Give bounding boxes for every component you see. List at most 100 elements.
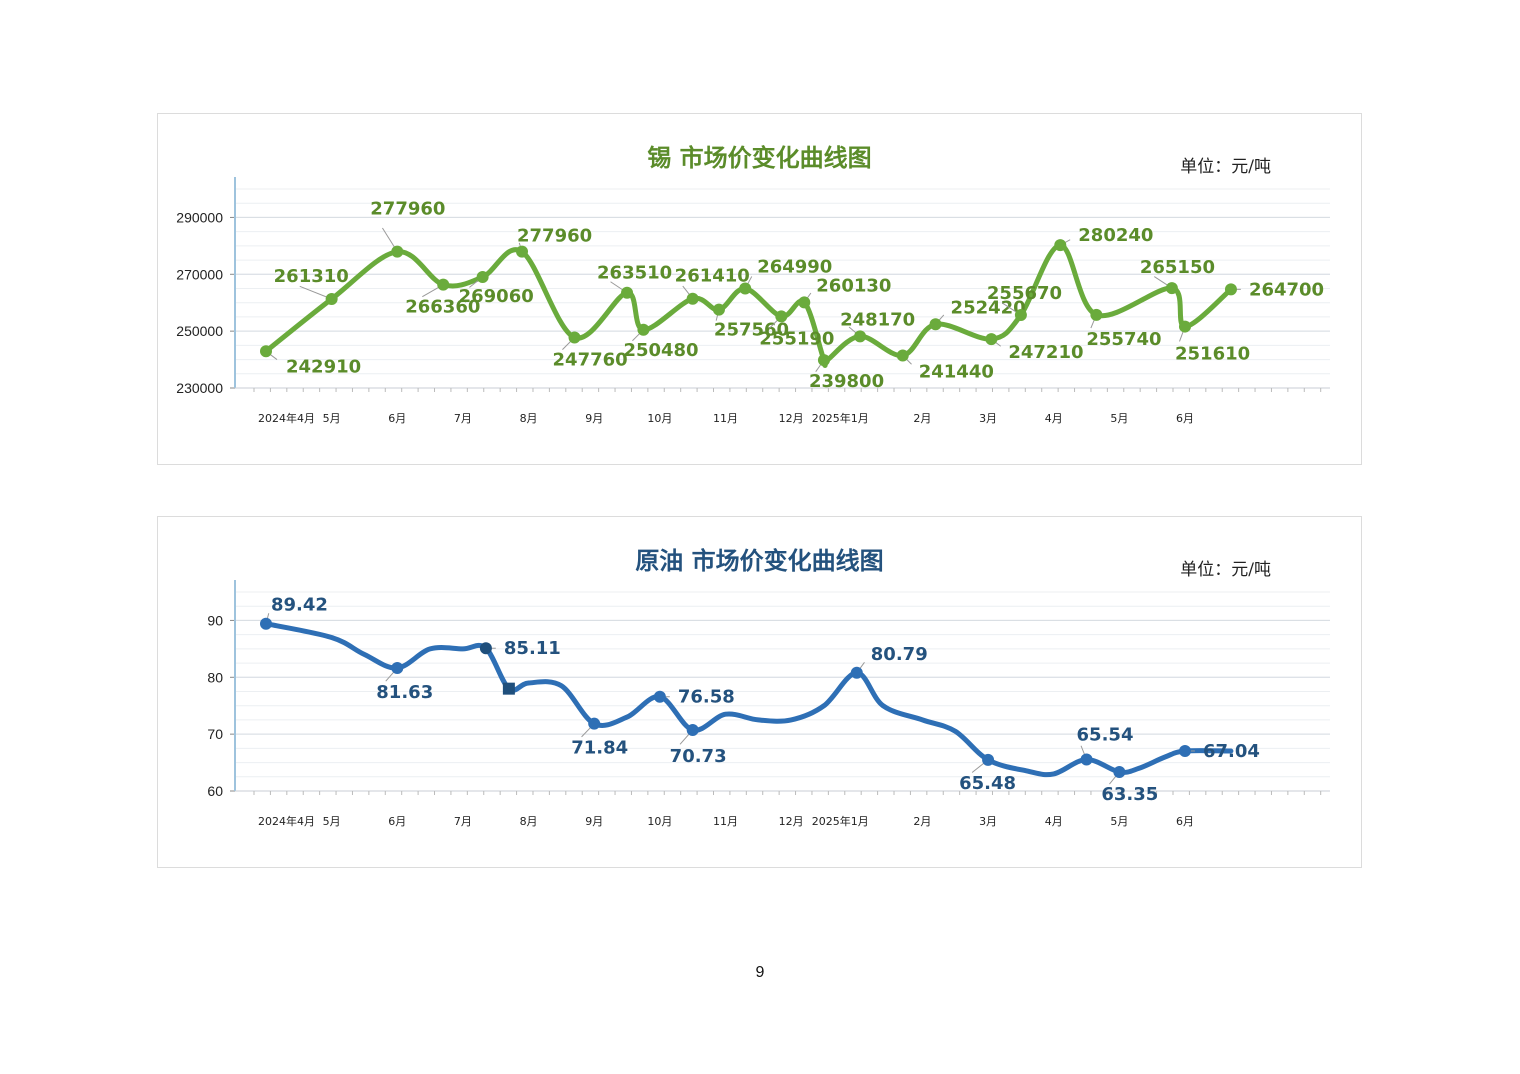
- data-point: [854, 330, 867, 343]
- data-label: 67.04: [1203, 741, 1260, 762]
- data-point: [896, 349, 909, 362]
- page-number: 9: [755, 964, 765, 981]
- data-label: 264700: [1249, 279, 1324, 300]
- data-point: [621, 286, 634, 299]
- data-point: [588, 717, 601, 730]
- data-point: [1080, 753, 1093, 766]
- data-label: 65.48: [959, 773, 1016, 794]
- data-label: 264990: [757, 257, 832, 278]
- data-point: [1090, 308, 1103, 321]
- oil-chart-unit: 单位：元/吨: [1180, 560, 1271, 580]
- x-tick-label: 2025年1月: [812, 411, 869, 425]
- x-tick-label: 5月: [1110, 815, 1128, 828]
- data-label: 261310: [274, 266, 349, 287]
- x-tick-label: 7月: [454, 412, 472, 425]
- data-point: [775, 310, 788, 323]
- data-point: [476, 270, 489, 283]
- y-tick-label: 270000: [176, 266, 223, 282]
- x-tick-label: 5月: [323, 815, 341, 828]
- data-point: [653, 690, 666, 703]
- y-tick-label: 290000: [176, 209, 223, 225]
- data-point: [1054, 239, 1067, 252]
- tin-chart-panel: 锡 市场价变化曲线图 单位：元/吨 230000 250000 270000 2900…: [157, 113, 1362, 465]
- data-label: 85.11: [504, 638, 561, 659]
- data-label: 248170: [840, 309, 915, 330]
- data-point: [817, 354, 830, 367]
- data-label: 277960: [517, 226, 592, 247]
- data-label: 260130: [816, 275, 891, 296]
- data-point: [391, 245, 404, 258]
- data-point: [568, 331, 581, 344]
- x-tick-label: 5月: [1110, 412, 1128, 425]
- x-tick-label: 6月: [388, 412, 406, 425]
- x-tick-label: 2月: [913, 815, 931, 828]
- data-label: 255670: [987, 283, 1062, 304]
- data-point: [1179, 744, 1191, 757]
- data-point: [798, 296, 811, 309]
- data-point: [260, 345, 272, 358]
- data-label: 71.84: [571, 738, 628, 759]
- x-tick-label: 4月: [1045, 815, 1063, 828]
- data-point: [391, 662, 404, 675]
- x-tick-label: 9月: [585, 815, 603, 828]
- x-tick-label: 12月: [779, 412, 804, 425]
- data-point: [1165, 282, 1178, 295]
- y-tick-label: 70: [207, 726, 223, 742]
- x-tick-label: 3月: [979, 412, 997, 425]
- data-label: 261410: [675, 266, 750, 287]
- x-tick-label: 10月: [647, 815, 672, 828]
- data-label: 89.42: [271, 595, 328, 616]
- y-tick-label: 60: [207, 783, 223, 799]
- data-point: [479, 642, 492, 655]
- data-label: 255740: [1086, 329, 1161, 350]
- data-point: [516, 245, 529, 258]
- x-tick-label: 8月: [520, 412, 538, 425]
- x-tick-label: 2024年4月: [258, 411, 315, 425]
- x-tick-label: 2024年4月: [258, 814, 315, 828]
- data-label: 241440: [919, 361, 994, 382]
- x-tick-label: 7月: [454, 815, 472, 828]
- data-point: [686, 723, 699, 736]
- data-point: [1014, 309, 1027, 322]
- y-tick-label: 250000: [176, 323, 223, 339]
- data-label: 65.54: [1077, 725, 1134, 746]
- data-point: [686, 292, 699, 305]
- y-tick-label: 230000: [176, 380, 223, 396]
- x-tick-label: 10月: [647, 412, 672, 425]
- data-point: [739, 282, 752, 295]
- tin-chart-plot: 230000 250000 270000 290000 2024年4月 5月 6月 7月 8月 9…: [176, 177, 1330, 425]
- data-label: 70.73: [670, 746, 727, 767]
- oil-chart-title: 原油 市场价变化曲线图: [635, 547, 884, 575]
- data-point: [325, 292, 338, 305]
- data-point-square: [502, 682, 515, 695]
- x-tick-label: 3月: [979, 815, 997, 828]
- oil-chart-panel: 原油 市场价变化曲线图 单位：元/吨 60 70 80 90 2024年4月 5月 6月 7月…: [157, 516, 1362, 868]
- data-point: [982, 753, 995, 766]
- data-label: 257560: [714, 320, 789, 341]
- data-label: 63.35: [1101, 784, 1158, 805]
- x-tick-label: 11月: [713, 412, 738, 425]
- tin-chart-unit: 单位：元/吨: [1180, 157, 1271, 177]
- data-label: 280240: [1078, 225, 1153, 246]
- x-tick-label: 9月: [585, 412, 603, 425]
- data-label: 81.63: [376, 682, 433, 703]
- data-label: 252420: [951, 297, 1026, 318]
- x-tick-label: 4月: [1045, 412, 1063, 425]
- data-point: [260, 617, 272, 630]
- data-point: [437, 278, 450, 291]
- x-tick-label: 6月: [1176, 815, 1194, 828]
- data-label: 242910: [286, 356, 361, 377]
- data-point: [1113, 765, 1126, 778]
- tin-chart-title: 锡 市场价变化曲线图: [647, 144, 872, 172]
- data-point: [712, 303, 725, 316]
- data-label: 239800: [809, 371, 884, 392]
- x-tick-label: 6月: [388, 815, 406, 828]
- x-tick-label: 12月: [779, 815, 804, 828]
- data-label: 255190: [759, 328, 834, 349]
- data-label: 247210: [1008, 342, 1083, 363]
- data-label: 251610: [1175, 344, 1250, 365]
- data-label: 266360: [405, 297, 480, 318]
- data-label: 250480: [623, 340, 698, 361]
- data-label: 76.58: [678, 687, 735, 708]
- y-tick-label: 80: [207, 669, 223, 685]
